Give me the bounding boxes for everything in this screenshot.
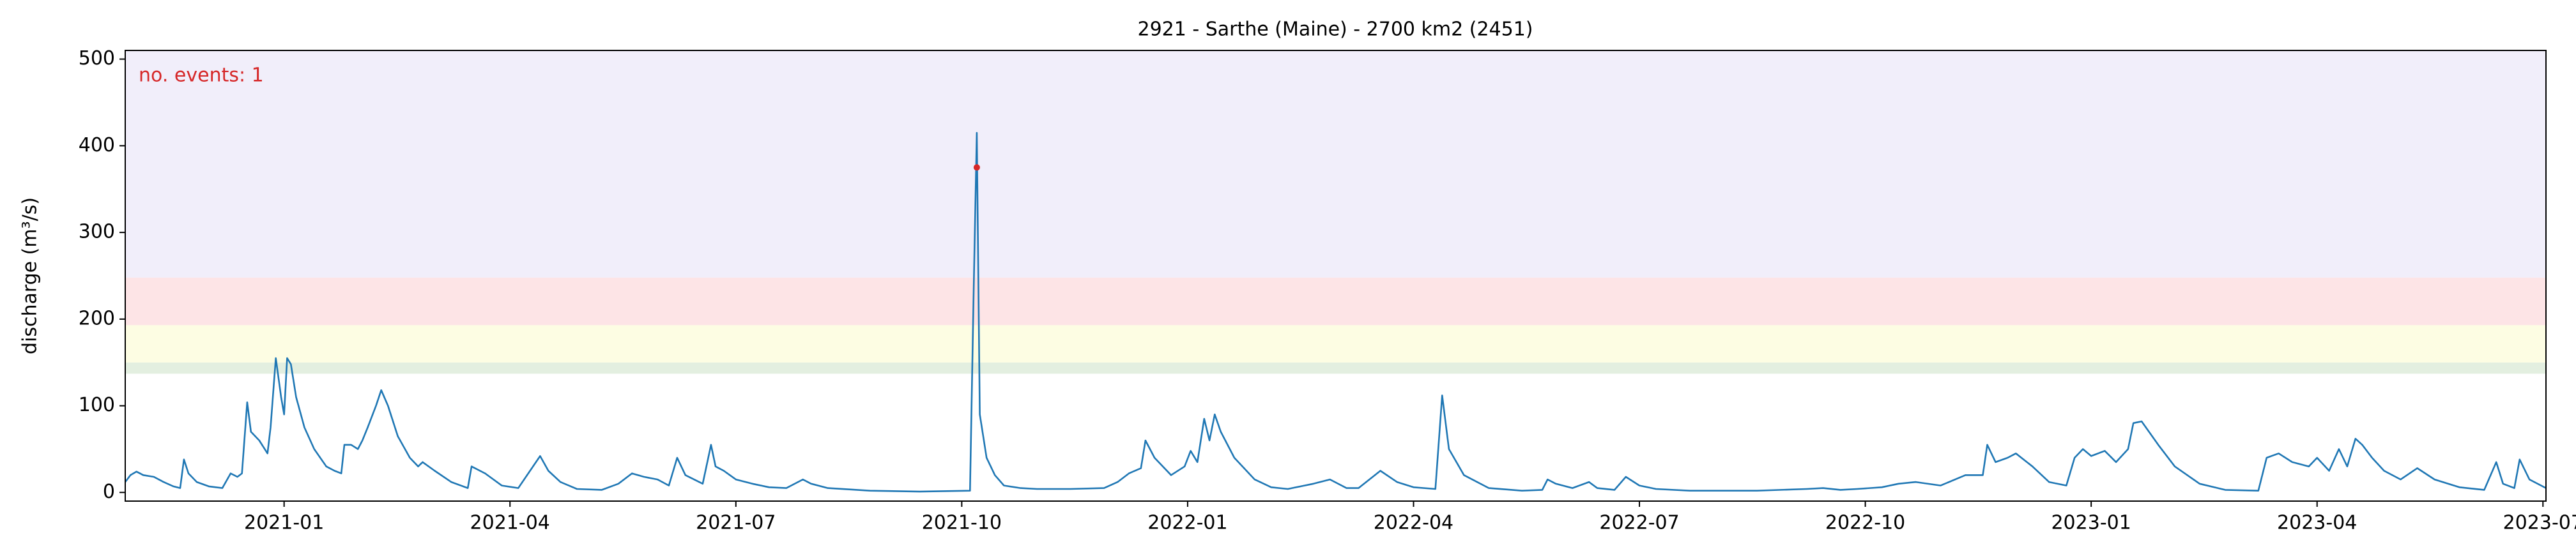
- y-tick-label: 500: [79, 47, 115, 70]
- x-tick-label: 2021-04: [470, 512, 550, 534]
- chart-title: 2921 - Sarthe (Maine) - 2700 km2 (2451): [1137, 19, 1533, 41]
- x-tick-label: 2023-07: [2503, 512, 2576, 534]
- x-tick-label: 2022-10: [1825, 512, 1905, 534]
- threshold-band: [125, 362, 2546, 374]
- event-count: no. events: 1: [139, 64, 264, 87]
- plot-frame: [125, 50, 2547, 502]
- threshold-band: [125, 50, 2546, 278]
- y-tick-label: 100: [79, 394, 115, 416]
- x-tick-label: 2021-07: [696, 512, 776, 534]
- y-tick-label: 200: [79, 307, 115, 329]
- y-tick-label: 400: [79, 134, 115, 156]
- y-tick-label: 300: [79, 221, 115, 243]
- discharge-line: [124, 131, 2547, 493]
- x-tick-label: 2023-01: [2051, 512, 2131, 534]
- x-tick-label: 2021-01: [244, 512, 324, 534]
- x-tick-label: 2022-01: [1147, 512, 1227, 534]
- x-tick-label: 2023-04: [2277, 512, 2357, 534]
- x-tick-label: 2022-07: [1599, 512, 1679, 534]
- x-tick-label: 2021-10: [922, 512, 1002, 534]
- y-axis-label: discharge (m³/s): [19, 197, 42, 354]
- y-tick-label: 0: [103, 481, 115, 503]
- x-tick-label: 2022-04: [1374, 512, 1453, 534]
- threshold-band: [125, 325, 2546, 363]
- threshold-band: [125, 277, 2546, 326]
- event-marker: [973, 164, 980, 171]
